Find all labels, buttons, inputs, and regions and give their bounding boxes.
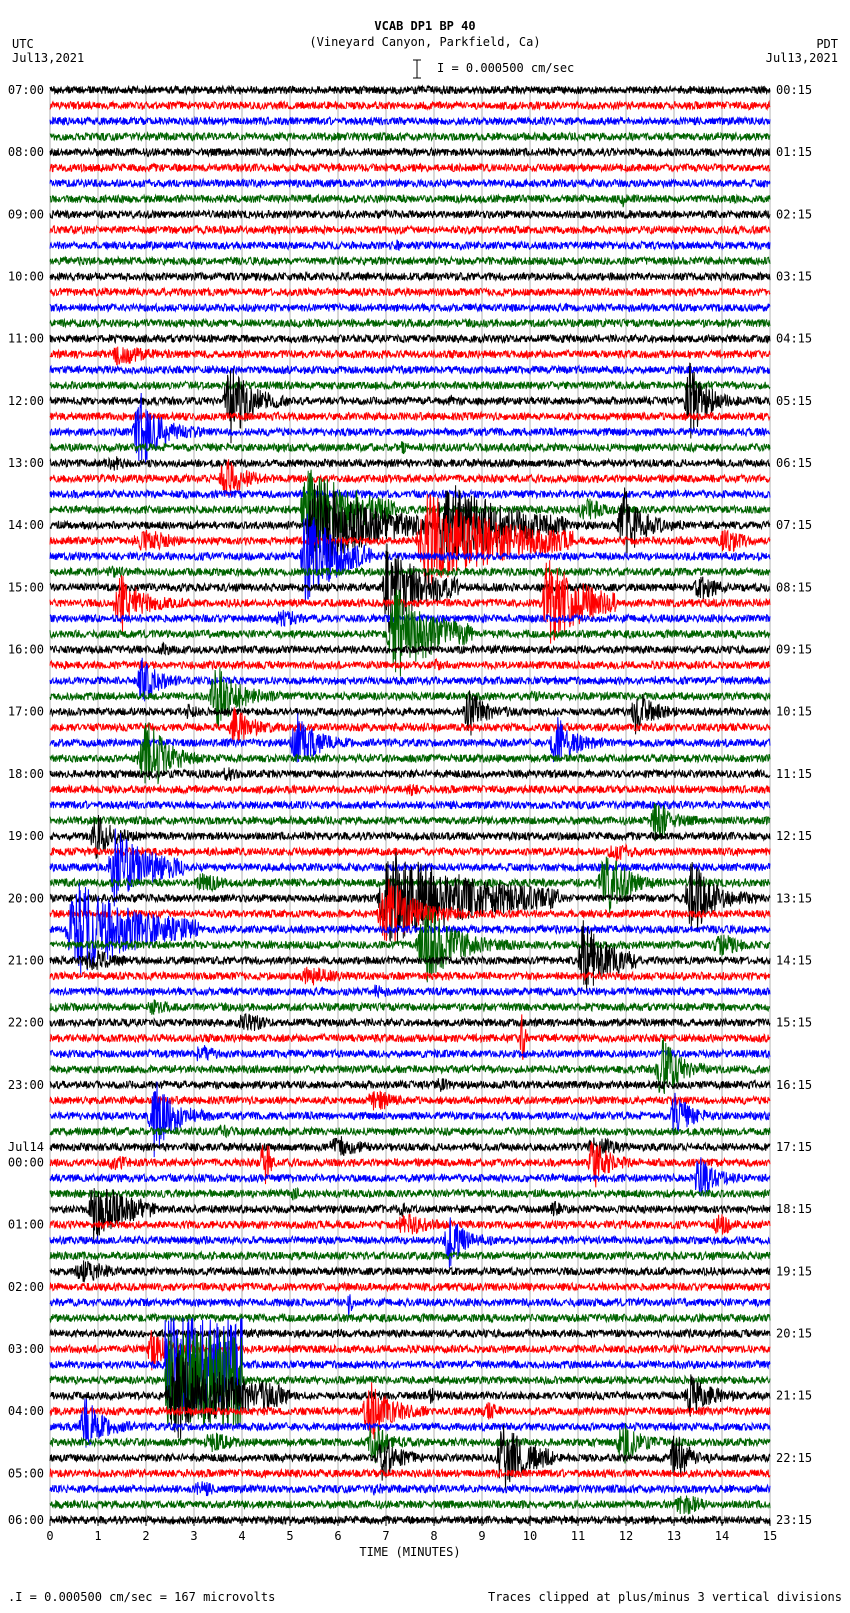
right-time-label: 08:15 — [776, 580, 812, 594]
right-time-label: 13:15 — [776, 891, 812, 905]
right-time-label: 07:15 — [776, 518, 812, 532]
left-time-label: 10:00 — [8, 270, 44, 284]
right-time-label: 05:15 — [776, 394, 812, 408]
left-time-label: 22:00 — [8, 1016, 44, 1030]
left-time-label: 07:00 — [8, 83, 44, 97]
right-time-label: 23:15 — [776, 1513, 812, 1527]
left-time-label: 00:00 — [8, 1156, 44, 1170]
x-tick-label: 1 — [94, 1529, 101, 1543]
footer-left: .I = 0.000500 cm/sec = 167 microvolts — [8, 1590, 275, 1604]
left-time-label: 12:00 — [8, 394, 44, 408]
right-time-label: 04:15 — [776, 332, 812, 346]
right-time-label: 21:15 — [776, 1389, 812, 1403]
x-tick-label: 7 — [382, 1529, 389, 1543]
right-time-label: 02:15 — [776, 207, 812, 221]
x-tick-label: 5 — [286, 1529, 293, 1543]
right-time-label: 00:15 — [776, 83, 812, 97]
right-time-label: 10:15 — [776, 705, 812, 719]
x-tick-label: 15 — [763, 1529, 777, 1543]
x-tick-label: 3 — [190, 1529, 197, 1543]
right-time-label: 20:15 — [776, 1326, 812, 1340]
left-time-label: 06:00 — [8, 1513, 44, 1527]
right-time-label: 03:15 — [776, 270, 812, 284]
right-time-label: 01:15 — [776, 145, 812, 159]
right-time-label: 18:15 — [776, 1202, 812, 1216]
left-time-label: 03:00 — [8, 1342, 44, 1356]
right-time-label: 17:15 — [776, 1140, 812, 1154]
left-time-label: 15:00 — [8, 580, 44, 594]
helicorder-plot: VCAB DP1 BP 40 (Vineyard Canyon, Parkfiel… — [0, 0, 850, 1613]
tz-right-date: Jul13,2021 — [766, 51, 838, 65]
x-tick-label: 2 — [142, 1529, 149, 1543]
right-time-label: 06:15 — [776, 456, 812, 470]
left-time-label: 09:00 — [8, 207, 44, 221]
left-time-label: 05:00 — [8, 1466, 44, 1480]
left-time-label: 08:00 — [8, 145, 44, 159]
left-time-label: 17:00 — [8, 705, 44, 719]
x-tick-label: 14 — [715, 1529, 729, 1543]
tz-right-name: PDT — [816, 37, 838, 51]
right-time-label: 19:15 — [776, 1264, 812, 1278]
right-time-label: 11:15 — [776, 767, 812, 781]
x-axis-label: TIME (MINUTES) — [359, 1545, 460, 1559]
x-tick-label: 12 — [619, 1529, 633, 1543]
left-time-label: 20:00 — [8, 891, 44, 905]
right-time-label: 22:15 — [776, 1451, 812, 1465]
x-tick-label: 4 — [238, 1529, 245, 1543]
x-tick-label: 13 — [667, 1529, 681, 1543]
right-time-label: 14:15 — [776, 953, 812, 967]
tz-left-date: Jul13,2021 — [12, 51, 84, 65]
left-time-label: 21:00 — [8, 953, 44, 967]
left-time-label: 02:00 — [8, 1280, 44, 1294]
footer-right: Traces clipped at plus/minus 3 vertical … — [488, 1590, 842, 1604]
x-tick-label: 6 — [334, 1529, 341, 1543]
left-time-label: 23:00 — [8, 1078, 44, 1092]
left-time-label: 16:00 — [8, 643, 44, 657]
right-time-label: 12:15 — [776, 829, 812, 843]
left-time-label: 11:00 — [8, 332, 44, 346]
left-time-label: 18:00 — [8, 767, 44, 781]
left-time-label: 14:00 — [8, 518, 44, 532]
left-time-label: 04:00 — [8, 1404, 44, 1418]
title: VCAB DP1 BP 40 — [374, 19, 475, 33]
subtitle: (Vineyard Canyon, Parkfield, Ca) — [309, 35, 540, 49]
x-tick-label: 11 — [571, 1529, 585, 1543]
x-tick-label: 10 — [523, 1529, 537, 1543]
left-time-label: 19:00 — [8, 829, 44, 843]
right-time-label: 16:15 — [776, 1078, 812, 1092]
left-date-extra: Jul14 — [8, 1140, 44, 1154]
right-time-label: 09:15 — [776, 643, 812, 657]
left-time-label: 01:00 — [8, 1218, 44, 1232]
left-time-label: 13:00 — [8, 456, 44, 470]
scale-legend: I = 0.000500 cm/sec — [437, 61, 574, 75]
x-tick-label: 9 — [478, 1529, 485, 1543]
right-time-label: 15:15 — [776, 1016, 812, 1030]
tz-left-name: UTC — [12, 37, 34, 51]
x-tick-label: 0 — [46, 1529, 53, 1543]
x-tick-label: 8 — [430, 1529, 437, 1543]
